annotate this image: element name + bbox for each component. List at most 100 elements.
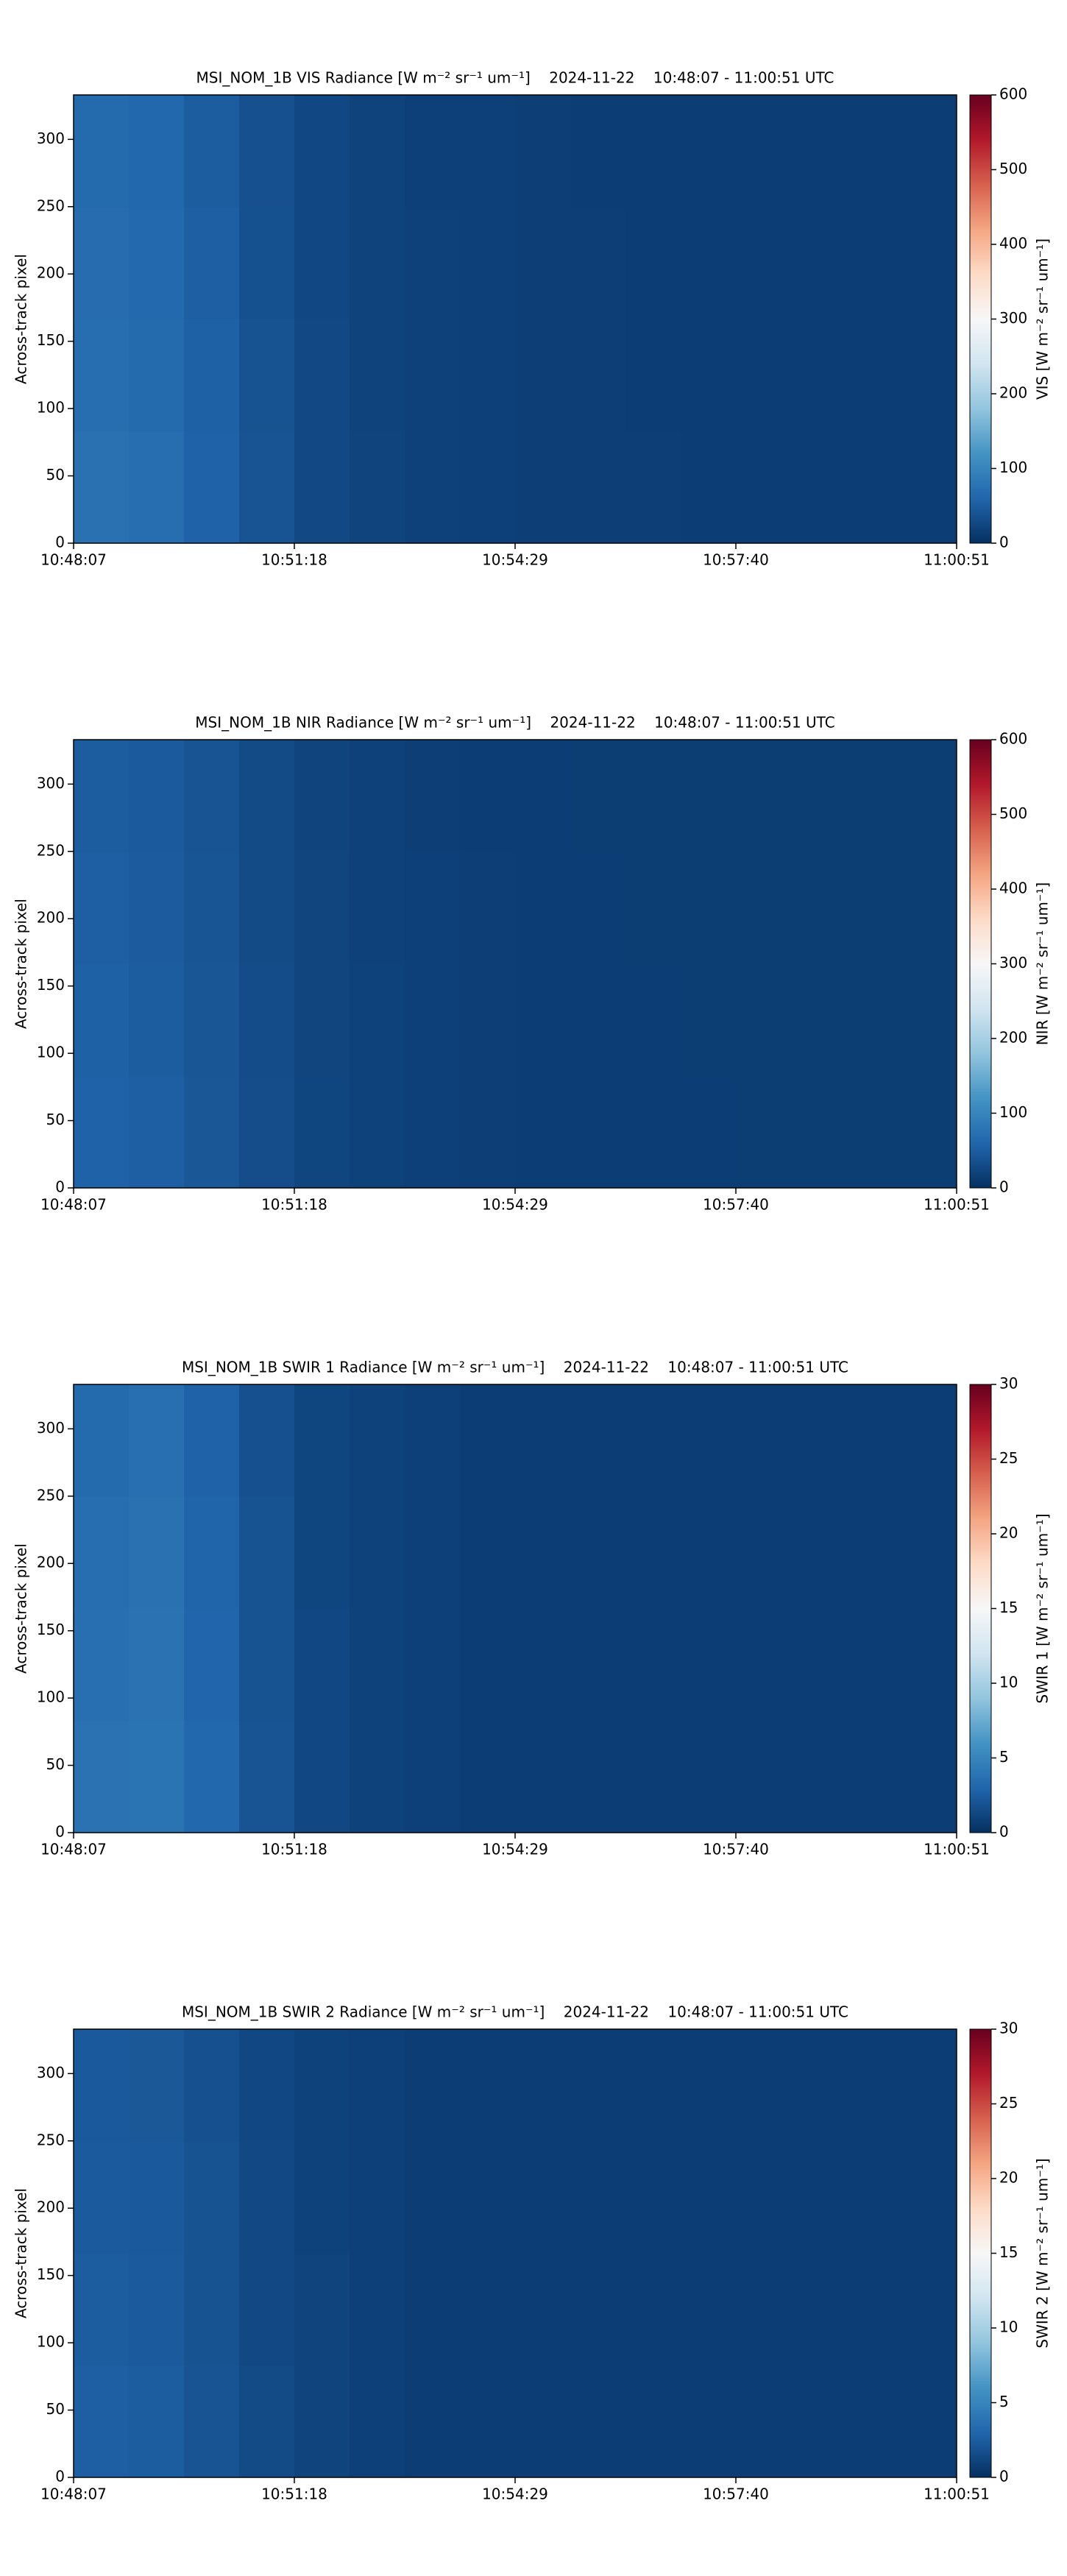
heat-cell [625, 963, 681, 1077]
heat-cell [515, 852, 571, 964]
heat-cell [184, 2141, 240, 2254]
heat-cell [570, 2029, 626, 2142]
heat-cell [570, 1075, 626, 1189]
heat-cell [625, 1384, 681, 1497]
x-tick-label: 10:48:07 [40, 551, 107, 569]
colorbar-tick-label: 30 [999, 1375, 1018, 1393]
heat-cell [681, 1608, 737, 1722]
heat-cell [791, 1608, 847, 1722]
heat-cell [460, 319, 516, 432]
heat-cell [74, 2253, 130, 2366]
heat-cell [294, 1384, 350, 1497]
x-tick-label: 10:48:07 [40, 1196, 107, 1214]
heat-cell [681, 431, 737, 544]
heat-cell [625, 2029, 681, 2142]
heat-cell [515, 1608, 571, 1722]
colorbar-tick-label: 200 [999, 1029, 1027, 1047]
heat-cell [294, 963, 350, 1077]
heat-cell [515, 2141, 571, 2254]
heat-cell [460, 2253, 516, 2366]
heat-cell [350, 319, 405, 432]
heat-cell [74, 2141, 130, 2254]
y-tick-label: 0 [55, 1178, 65, 1196]
heat-cell [239, 95, 295, 208]
x-tick-label: 10:48:07 [40, 1841, 107, 1858]
y-tick-label: 200 [37, 264, 65, 282]
heat-cell [736, 1720, 792, 1833]
x-tick-label: 10:48:07 [40, 2485, 107, 2503]
y-axis-label: Across-track pixel [13, 1543, 30, 1674]
heat-cell [294, 740, 350, 852]
heat-cell [791, 1075, 847, 1189]
heat-cell [460, 2141, 516, 2254]
x-tick-label: 10:54:29 [482, 1196, 548, 1214]
y-tick-label: 0 [55, 1823, 65, 1841]
heat-cell [405, 963, 461, 1077]
heat-cell [350, 2365, 405, 2478]
heat-cell [129, 2365, 185, 2478]
colorbar [969, 2028, 992, 2478]
heat-cell [405, 2253, 461, 2366]
colorbar-tick-label: 5 [999, 2393, 1009, 2410]
heat-cell [570, 1608, 626, 1722]
heat-cell [129, 2253, 185, 2366]
heat-cell [350, 2141, 405, 2254]
heat-cell [350, 1496, 405, 1609]
heat-cell [570, 1720, 626, 1833]
heat-cell [736, 2365, 792, 2478]
colorbar-label: VIS [W m⁻² sr⁻¹ um⁻¹] [1034, 238, 1052, 400]
heat-cell [350, 963, 405, 1077]
heat-cell [681, 2253, 737, 2366]
heat-cell [791, 1720, 847, 1833]
y-tick-label: 250 [37, 1486, 65, 1504]
heat-cell [846, 852, 902, 964]
heat-cell [350, 1608, 405, 1722]
heat-cell [460, 1496, 516, 1609]
heat-cell [129, 1384, 185, 1497]
heat-cell [515, 431, 571, 544]
heat-cell [681, 963, 737, 1077]
heat-cell [901, 1384, 957, 1497]
heat-cell [681, 1384, 737, 1497]
heat-cell [625, 1608, 681, 1722]
heat-cell [736, 1384, 792, 1497]
colorbar-tick-label: 30 [999, 2020, 1018, 2037]
heat-cell [239, 740, 295, 852]
y-tick-label: 300 [37, 130, 65, 147]
heat-cell [846, 740, 902, 852]
heat-cell [681, 1720, 737, 1833]
heat-cell [736, 2141, 792, 2254]
heat-cell [460, 1075, 516, 1189]
heat-cell [901, 852, 957, 964]
heat-cell [184, 963, 240, 1077]
x-tick-label: 10:57:40 [703, 1196, 769, 1214]
heat-cell [846, 1608, 902, 1722]
heat-cell [184, 95, 240, 208]
heat-cell [570, 2253, 626, 2366]
heat-cell [846, 1720, 902, 1833]
y-axis-label: Across-track pixel [13, 254, 30, 384]
heat-cell [846, 2253, 902, 2366]
heat-cell [681, 2141, 737, 2254]
y-tick-label: 50 [46, 466, 65, 484]
heat-cell [570, 740, 626, 852]
y-tick-label: 100 [37, 1688, 65, 1706]
colorbar-tick-label: 25 [999, 2094, 1018, 2112]
y-axis-label: Across-track pixel [13, 899, 30, 1029]
heat-cell [736, 1608, 792, 1722]
heat-cell [736, 1075, 792, 1189]
heat-cell [625, 852, 681, 964]
heat-cell [129, 1720, 185, 1833]
colorbar-tick-label: 10 [999, 2318, 1018, 2336]
colorbar-tick-label: 25 [999, 1449, 1018, 1467]
chart-title: MSI_NOM_1B VIS Radiance [W m⁻² sr⁻¹ um⁻¹… [196, 69, 834, 87]
colorbar [969, 1384, 992, 1833]
heat-cell [405, 207, 461, 319]
heat-cell [791, 2029, 847, 2142]
heat-cell [239, 2141, 295, 2254]
heat-cell [184, 2365, 240, 2478]
y-tick-label: 300 [37, 1419, 65, 1437]
y-axis-label: Across-track pixel [13, 2188, 30, 2318]
heat-cell [791, 852, 847, 964]
heat-cell [570, 2365, 626, 2478]
